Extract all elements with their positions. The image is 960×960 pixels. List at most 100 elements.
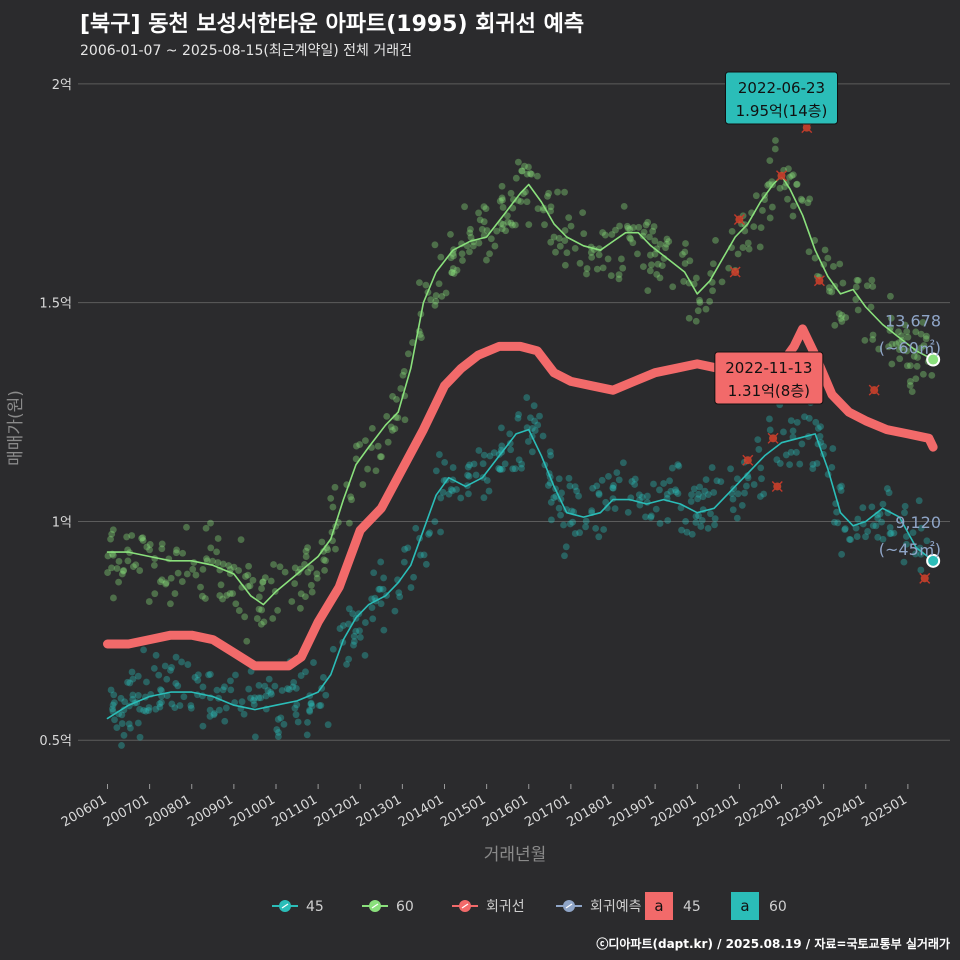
scatter-point-60 (528, 170, 535, 178)
scatter-point-45 (396, 593, 404, 601)
scatter-point-60 (261, 574, 269, 581)
legend-slash (281, 903, 289, 909)
scatter-point-60 (104, 552, 112, 560)
scatter-point-45 (677, 504, 685, 512)
scatter-point-45 (145, 707, 153, 714)
scatter-point-60 (304, 568, 312, 576)
scatter-point-60 (663, 235, 671, 243)
scatter-point-60 (744, 239, 752, 247)
scatter-point-45 (448, 487, 456, 495)
scatter-point-60 (291, 564, 299, 572)
scatter-point-45 (250, 697, 257, 704)
scatter-point-60 (804, 199, 812, 207)
scatter-point-60 (399, 371, 407, 379)
scatter-point-60 (630, 224, 637, 231)
scatter-point-45 (271, 682, 279, 690)
scatter-point-45 (901, 502, 909, 510)
scatter-point-60 (634, 250, 641, 258)
scatter-point-45 (152, 705, 160, 713)
scatter-point-60 (907, 362, 914, 370)
scatter-point-45 (275, 729, 282, 736)
scatter-point-60 (875, 345, 883, 353)
scatter-point-45 (847, 536, 854, 544)
scatter-point-45 (126, 679, 134, 687)
scatter-point-45 (289, 683, 297, 691)
scatter-point-60 (789, 212, 797, 220)
x-tick-label: 200901 (185, 792, 235, 830)
scatter-point-45 (320, 674, 327, 681)
scatter-point-45 (695, 512, 702, 520)
scatter-point-60 (662, 240, 670, 248)
scatter-point-60 (226, 590, 234, 597)
scatter-point-45 (184, 661, 192, 668)
scatter-point-45 (903, 540, 910, 548)
scatter-point-45 (380, 626, 388, 634)
scatter-point-45 (613, 469, 621, 476)
scatter-point-60 (547, 238, 555, 246)
scatter-point-60 (447, 230, 454, 238)
scatter-point-60 (496, 197, 504, 205)
scatter-point-45 (864, 528, 872, 535)
scatter-point-60 (712, 236, 719, 244)
scatter-point-45 (171, 704, 179, 712)
scatter-point-45 (831, 518, 838, 526)
scatter-point-60 (906, 378, 914, 385)
scatter-point-45 (143, 678, 150, 686)
scatter-point-60 (580, 230, 588, 238)
scatter-point-45 (917, 524, 925, 532)
scatter-point-60 (388, 426, 396, 434)
scatter-point-60 (469, 242, 477, 250)
scatter-point-60 (203, 557, 211, 565)
end-count-label: 13,678 (885, 312, 941, 331)
x-tick-label: 200601 (59, 792, 109, 830)
scatter-point-45 (660, 480, 668, 487)
scatter-point-45 (268, 690, 275, 698)
scatter-point-60 (192, 571, 200, 579)
scatter-point-45 (199, 722, 207, 730)
scatter-point-45 (631, 481, 639, 488)
trend-lines (103, 175, 938, 720)
scatter-point-45 (464, 463, 472, 471)
scatter-point-60 (828, 288, 836, 296)
trend-line-45 (106, 428, 934, 720)
scatter-point-45 (853, 533, 861, 540)
scatter-point-60 (199, 565, 207, 573)
scatter-point-60 (158, 540, 166, 548)
scatter-point-45 (150, 664, 158, 672)
scatter-point-60 (391, 425, 399, 433)
scatter-point-60 (108, 530, 116, 538)
scatter-point-60 (223, 591, 231, 599)
scatter-point-45 (536, 412, 543, 420)
scatter-point-60 (332, 545, 339, 553)
scatter-point-60 (728, 227, 736, 235)
scatter-point-60 (790, 202, 797, 210)
scatter-point-60 (550, 233, 558, 241)
scatter-point-45 (227, 677, 234, 685)
scatter-point-60 (824, 254, 832, 262)
scatter-point-60 (913, 362, 921, 370)
scatter-point-60 (917, 330, 925, 338)
scatter-point-45 (395, 589, 403, 596)
scatter-point-60 (448, 269, 456, 276)
scatter-point-45 (561, 552, 568, 560)
scatter-point-60 (593, 265, 601, 273)
scatter-point-60 (242, 573, 249, 580)
scatter-point-60 (307, 564, 315, 572)
legend-box-60 (731, 892, 759, 920)
scatter-point-60 (347, 493, 355, 501)
scatter-point-60 (903, 328, 911, 335)
scatter-point-45 (534, 421, 542, 429)
scatter-point-60 (143, 543, 151, 551)
scatter-point-45 (575, 492, 582, 500)
scatter-point-45 (475, 447, 483, 454)
scatter-point-45 (377, 558, 385, 566)
scatter-point-45 (362, 619, 369, 626)
scatter-point-45 (117, 694, 125, 702)
scatter-point-45 (838, 550, 846, 558)
scatter-point-60 (517, 198, 525, 205)
scatter-point-60 (329, 503, 337, 511)
scatter-point-45 (733, 514, 741, 522)
scatter-point-60 (669, 283, 677, 291)
scatter-point-45 (652, 505, 660, 513)
scatter-point-60 (113, 565, 121, 572)
